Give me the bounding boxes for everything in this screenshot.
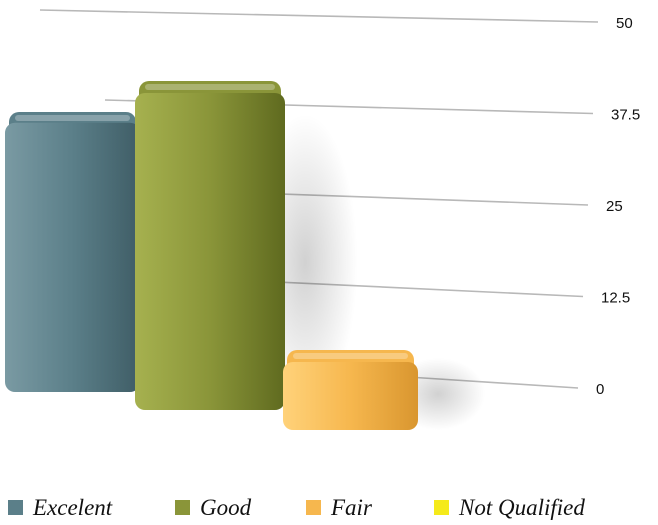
bar-highlight-1	[145, 84, 275, 90]
legend-swatch-not-qualified	[434, 500, 449, 515]
legend: Excelent Good Fair Not Qualified	[0, 490, 658, 525]
legend-item-excelent: Excelent	[8, 490, 112, 525]
legend-label-excelent: Excelent	[33, 494, 113, 520]
legend-swatch-good	[175, 500, 190, 515]
y-tick-label-3: 37.5	[611, 107, 640, 124]
y-tick-label-2: 25	[606, 198, 623, 215]
y-tick-label-1: 12.5	[601, 290, 630, 307]
bar-1	[135, 93, 285, 410]
bar-highlight-2	[293, 353, 408, 359]
y-tick-label-0: 0	[596, 381, 604, 398]
legend-swatch-excelent	[8, 500, 23, 515]
legend-label-good: Good	[200, 494, 252, 520]
bar-highlight-0	[15, 115, 130, 121]
legend-item-fair: Fair	[306, 490, 372, 525]
legend-item-good: Good	[175, 490, 251, 525]
bar-2	[283, 362, 418, 430]
legend-label-not-qualified: Not Qualified	[459, 494, 585, 520]
y-tick-label-4: 50	[616, 15, 633, 32]
legend-item-not-qualified: Not Qualified	[434, 490, 585, 525]
legend-swatch-fair	[306, 500, 321, 515]
y-axis-ticks: 0 12.5 25 37.5 50	[596, 15, 640, 398]
gridline-4	[39, 9, 599, 23]
bar-chart: 0 12.5 25 37.5 50	[5, 9, 640, 430]
bar-0	[5, 122, 140, 393]
bars	[5, 81, 418, 430]
legend-label-fair: Fair	[331, 494, 372, 520]
